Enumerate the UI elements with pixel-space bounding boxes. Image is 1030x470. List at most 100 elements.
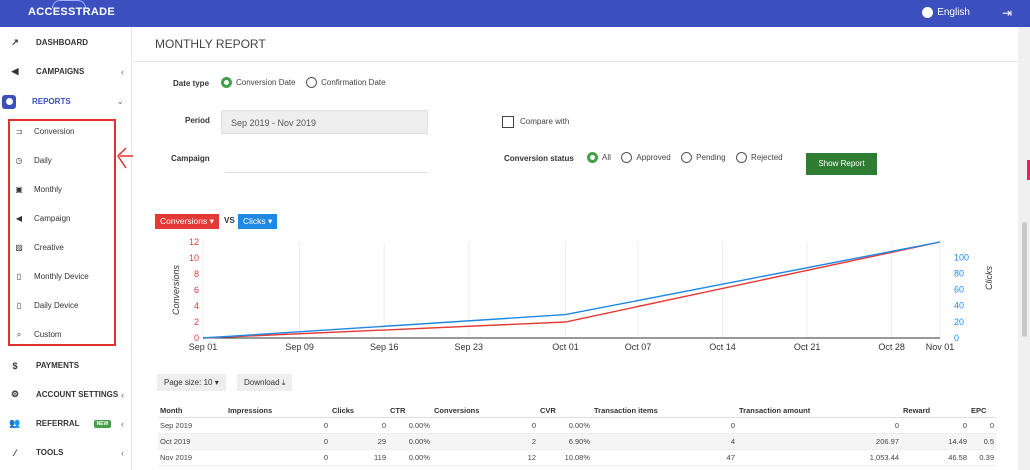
y-right-tick-label: 40: [954, 301, 964, 311]
column-header[interactable]: Reward: [901, 404, 969, 418]
metric-left-dropdown[interactable]: Conversions ▾: [155, 214, 219, 229]
phone-icon: ▯: [16, 301, 22, 310]
vs-label: VS: [224, 216, 235, 225]
chevron-left-icon: ‹: [121, 66, 124, 77]
column-header[interactable]: CTR: [388, 404, 432, 418]
sidebar-subitem-monthly[interactable]: ▣ Monthly: [14, 175, 62, 204]
metric-right-dropdown[interactable]: Clicks ▾: [238, 214, 278, 229]
column-header[interactable]: Transaction amount: [737, 404, 901, 418]
x-tick-label: Oct 01: [552, 342, 579, 352]
sidebar-subitem-daily[interactable]: ◷ Daily: [14, 146, 52, 175]
subitem-label: Creative: [34, 243, 64, 252]
subitem-label: Monthly: [34, 185, 63, 194]
radio-conversion-date[interactable]: [221, 77, 232, 89]
compare-label: Compare with: [520, 117, 570, 126]
sidebar-item-tools[interactable]: ⁄ TOOLS ‹: [0, 438, 132, 467]
y-left-tick-label: 4: [194, 301, 199, 311]
table-cell: Sep 2019: [158, 417, 226, 434]
sidebar-item-account-settings[interactable]: ⚙ ACCOUNT SETTINGS ‹: [0, 380, 132, 409]
sidebar-subitem-campaign[interactable]: ◀ Campaign: [14, 204, 71, 233]
divider: [133, 61, 1018, 62]
download-label: Download: [244, 378, 280, 387]
radio-label: Conversion Date: [236, 78, 296, 88]
campaign-select[interactable]: [225, 172, 428, 173]
radio-status-pending[interactable]: [681, 152, 693, 164]
language-selector[interactable]: English: [922, 7, 970, 18]
trend-icon: ↗: [11, 37, 19, 47]
column-header[interactable]: Transaction items: [592, 404, 737, 418]
radio-status-approved[interactable]: [621, 152, 633, 164]
sidebar-item-label: REPORTS: [32, 97, 71, 106]
y-left-tick-label: 12: [189, 237, 199, 247]
x-tick-label: Sep 16: [370, 342, 399, 352]
period-label: Period: [185, 116, 210, 125]
sidebar-item-referral[interactable]: 👥 REFERRAL NEW ‹: [0, 409, 132, 438]
column-header[interactable]: EPC: [969, 404, 996, 418]
date-type-group: Conversion Date Confirmation Date: [221, 77, 394, 89]
compare-checkbox[interactable]: [502, 116, 514, 128]
side-tab: [1027, 160, 1030, 180]
pie-icon: [2, 94, 16, 109]
sidebar-subitem-conversion[interactable]: ⊐ Conversion: [14, 117, 75, 146]
column-header[interactable]: Clicks: [330, 404, 388, 418]
show-report-button[interactable]: Show Report: [806, 153, 877, 175]
logo[interactable]: ACCESSTRADE: [28, 6, 116, 18]
table-cell: 0: [901, 417, 969, 434]
table-cell: 1,053.44: [737, 449, 901, 466]
sidebar-item-label: TOOLS: [36, 448, 64, 457]
sidebar-item-label: CAMPAIGNS: [36, 67, 85, 76]
radio-status-rejected[interactable]: [736, 152, 748, 164]
language-label: English: [937, 7, 970, 18]
download-button[interactable]: Download ⤓: [237, 374, 293, 391]
page-size-label: Page size: 10: [164, 378, 213, 387]
status-label: Conversion status: [504, 154, 574, 163]
column-header[interactable]: CVR: [538, 404, 592, 418]
subitem-label: Campaign: [34, 214, 71, 223]
sidebar-item-campaigns[interactable]: ◀ CAMPAIGNS ‹: [0, 57, 132, 86]
sidebar-subitem-custom[interactable]: ⌕ Custom: [14, 320, 62, 349]
radio-status-all[interactable]: [587, 152, 598, 164]
line-chart: Sep 01 Sep 09 Sep 16 Sep 23 Oct 01 Oct 07 Oct …: [171, 237, 994, 352]
phone-icon: ▯: [16, 272, 22, 281]
cart-icon: ⊐: [15, 127, 23, 136]
table-cell: 10.08%: [538, 449, 592, 466]
date-type-label: Date type: [173, 79, 210, 88]
column-header[interactable]: Conversions: [432, 404, 538, 418]
table-cell: 12: [432, 449, 538, 466]
column-header[interactable]: Month: [158, 404, 226, 418]
dropdown-label: Clicks: [243, 216, 266, 226]
megaphone-icon: ◀: [15, 214, 23, 223]
globe-icon: [922, 7, 934, 18]
table-cell: 206.97: [737, 433, 901, 450]
page-size-dropdown[interactable]: Page size: 10 ▾: [157, 374, 226, 391]
scrollbar[interactable]: [1018, 27, 1030, 470]
table-cell: 47: [592, 449, 737, 466]
radio-label: Pending: [696, 153, 726, 163]
table-cell: 0.5: [969, 433, 996, 450]
sidebar-subitem-monthly-device[interactable]: ▯ Monthly Device: [14, 262, 89, 291]
radio-confirmation-date[interactable]: [306, 77, 318, 89]
table-cell: 46.58: [901, 449, 969, 466]
gear-icon: ⚙: [10, 389, 20, 399]
caret-down-icon: ▾: [268, 216, 273, 226]
table-cell: 2: [432, 433, 538, 450]
table-row: Oct 2019 0 29 0.00% 2 6.90% 4 206.97 14.49 0.5: [158, 433, 996, 450]
report-table: Month Impressions Clicks CTR Conversions CVR T…: [158, 404, 996, 466]
sidebar-item-label: REFERRAL: [36, 419, 80, 428]
logout-icon[interactable]: ⇥: [1001, 6, 1012, 20]
table-cell: 0.00%: [388, 449, 432, 466]
clock-icon: ◷: [15, 156, 23, 165]
scrollbar-thumb[interactable]: [1022, 222, 1027, 337]
top-bar: ACCESSTRADE English ⇥: [0, 0, 1030, 27]
column-header[interactable]: Impressions: [226, 404, 330, 418]
sidebar-subitem-daily-device[interactable]: ▯ Daily Device: [14, 291, 79, 320]
sidebar-item-dashboard[interactable]: ↗ DASHBOARD: [0, 28, 132, 57]
sidebar-item-reports[interactable]: REPORTS ⌄: [0, 87, 132, 116]
table-cell: 0: [432, 417, 538, 434]
period-input[interactable]: Sep 2019 - Nov 2019: [221, 110, 428, 134]
radio-label: Approved: [636, 153, 671, 163]
sidebar-subitem-creative[interactable]: ▨ Creative: [14, 233, 64, 262]
x-tick-label: Oct 21: [794, 342, 821, 352]
table-cell: 119: [330, 449, 388, 466]
sidebar-item-payments[interactable]: $ PAYMENTS: [0, 351, 132, 380]
